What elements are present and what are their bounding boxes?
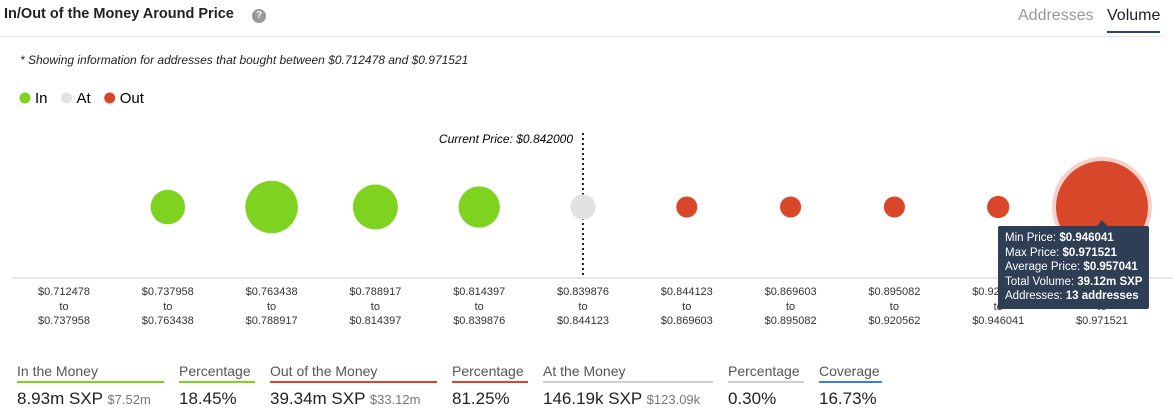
- tooltip-label: Min Price:: [1005, 232, 1057, 244]
- stat-value-row: 146.19k SXP $123.09k: [543, 389, 713, 409]
- stat-value-row: 16.73%: [819, 389, 882, 409]
- legend-label: In: [35, 90, 48, 107]
- stat-value-row: 8.93m SXP $7.52m: [17, 389, 164, 409]
- tooltip-label: Average Price:: [1005, 261, 1081, 274]
- bubble: [676, 196, 698, 218]
- bubble: [780, 196, 802, 218]
- tooltip-label: Addresses:: [1005, 290, 1063, 303]
- x-tick-label: $0.737958 to $0.763438: [141, 286, 194, 327]
- stat-value: 0.30%: [728, 389, 777, 408]
- tooltip-value: $0.971521: [1062, 246, 1117, 259]
- stat-label: Percentage: [179, 363, 255, 383]
- tab[interactable]: Volume: [1107, 7, 1161, 33]
- current-price-label: Current Price: $0.842000: [439, 132, 573, 146]
- tooltip-label: Max Price:: [1005, 246, 1060, 259]
- stat-value-row: 0.30%: [728, 389, 804, 409]
- bubble: [883, 196, 905, 218]
- stat-sub-value: $123.09k: [646, 392, 701, 407]
- stat-value: 39.34m SXP: [270, 389, 366, 408]
- stat-value: 146.19k SXP: [543, 389, 642, 408]
- stat: In the Money 8.93m SXP $7.52m: [17, 363, 164, 409]
- stat-value: 8.93m SXP: [17, 389, 103, 408]
- x-tick-label: $0.814397 to $0.839876: [453, 286, 506, 327]
- x-tick-label: $0.788917 to $0.814397: [349, 286, 402, 327]
- x-tick-label: $0.839876 to $0.844123: [557, 286, 609, 327]
- note: * Showing information for addresses that…: [20, 53, 469, 67]
- tooltip-row: Min Price: $0.946041: [1005, 231, 1142, 246]
- stat: Percentage 81.25%: [452, 363, 528, 409]
- tooltip-value: 13 addresses: [1065, 290, 1139, 303]
- tooltip-row: Addresses: 13 addresses: [1005, 289, 1142, 304]
- tooltip-row: Max Price: $0.971521: [1005, 246, 1142, 261]
- stat-value-row: 39.34m SXP $33.12m: [270, 389, 437, 409]
- stat-value: 18.45%: [179, 389, 237, 408]
- tooltip-label: Total Volume:: [1005, 275, 1075, 288]
- help-icon[interactable]: ?: [252, 9, 266, 23]
- stat-value-row: 81.25%: [452, 389, 528, 409]
- bubble: [150, 189, 186, 225]
- stat: At the Money 146.19k SXP $123.09k: [543, 363, 713, 409]
- legend-dot: [61, 92, 73, 104]
- x-tick-label: $0.895082 to $0.920562: [868, 286, 921, 327]
- legend-label: Out: [120, 90, 145, 107]
- tooltip-value: 39.12m SXP: [1077, 275, 1143, 288]
- tab[interactable]: Addresses: [1018, 7, 1094, 24]
- x-tick-label: $0.763438 to $0.788917: [245, 286, 298, 327]
- tooltip-row: Total Volume: 39.12m SXP: [1005, 275, 1142, 290]
- divider: [0, 36, 1163, 37]
- bubble: [987, 195, 1010, 219]
- tooltip-value: $0.957041: [1083, 261, 1138, 274]
- stat-value: 81.25%: [452, 389, 510, 408]
- stat: Percentage 18.45%: [179, 363, 255, 409]
- stat-label: Percentage: [452, 363, 528, 383]
- bubble: [245, 180, 298, 234]
- stat-label: Percentage: [728, 363, 804, 383]
- legend-dot: [104, 92, 116, 104]
- tooltip-row: Average Price: $0.957041: [1005, 260, 1142, 275]
- x-tick-label: $0.869603 to $0.895082: [764, 286, 817, 327]
- stat-label: In the Money: [17, 363, 164, 383]
- x-tick-label: $0.712478 to $0.737958: [38, 286, 90, 327]
- stat-value: 16.73%: [819, 389, 877, 408]
- bubble: [570, 194, 596, 220]
- legend-dot: [19, 92, 31, 104]
- stat: Out of the Money 39.34m SXP $33.12m: [270, 363, 437, 409]
- x-tick-label: $0.844123 to $0.869603: [660, 286, 713, 327]
- tooltip-pointer: [1096, 220, 1108, 227]
- legend-label: At: [77, 90, 92, 107]
- stat-sub-value: $33.12m: [369, 392, 421, 407]
- stat: Percentage 0.30%: [728, 363, 804, 409]
- stat-label: Coverage: [819, 363, 882, 383]
- bubble: [352, 184, 398, 230]
- stat: Coverage 16.73%: [819, 363, 882, 409]
- stat-sub-value: $7.52m: [107, 392, 151, 407]
- bubble: [458, 186, 500, 228]
- stat-label: At the Money: [543, 363, 713, 383]
- widget-title: In/Out of the Money Around Price: [4, 6, 234, 22]
- tooltip-value: $0.946041: [1059, 232, 1114, 244]
- stat-label: Out of the Money: [270, 363, 437, 383]
- tooltip: Min Price: $0.946041 Max Price: $0.971521…: [998, 226, 1150, 309]
- stat-value-row: 18.45%: [179, 389, 255, 409]
